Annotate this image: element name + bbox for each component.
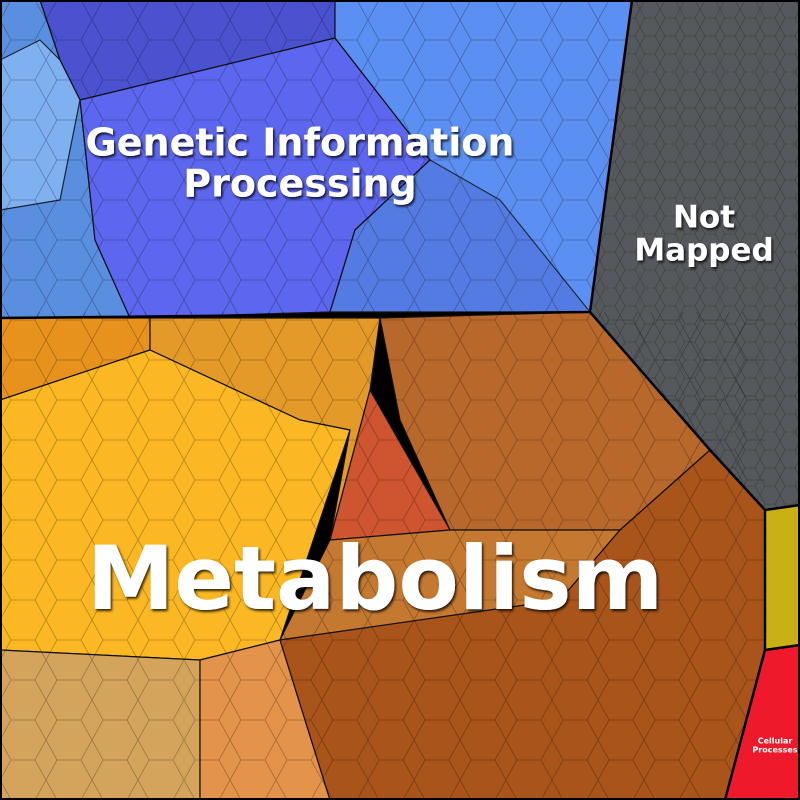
region-label: Cellular xyxy=(758,737,793,746)
region-label: Not xyxy=(673,200,735,236)
region-label: Processing xyxy=(183,162,417,206)
metabolism-region xyxy=(0,311,766,800)
genetic-region xyxy=(0,0,633,319)
border xyxy=(764,643,800,652)
region-label: Genetic Information xyxy=(86,121,515,165)
small-region xyxy=(764,504,800,651)
region-label: Processes xyxy=(752,746,797,755)
region-label: Mapped xyxy=(634,233,773,269)
region-label: Metabolism xyxy=(87,527,664,630)
border xyxy=(589,311,800,512)
